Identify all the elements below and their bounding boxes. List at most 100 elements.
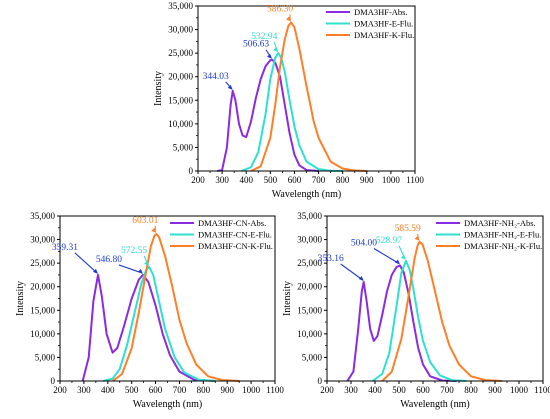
x-tick-label: 300	[344, 385, 358, 395]
series-line-2	[241, 52, 343, 172]
y-axis-title: Intensity	[153, 71, 164, 106]
legend-label: DMA3HF-Abs.	[354, 7, 408, 17]
peak-label: 603.01	[132, 216, 158, 226]
x-tick-label: 1000	[510, 385, 529, 395]
annotation-arrowhead	[358, 276, 364, 281]
y-axis-title: Intensity	[282, 281, 293, 316]
y-tick-label: 20,000	[30, 282, 55, 292]
x-tick-label: 600	[149, 385, 163, 395]
y-axis-title: Intensity	[15, 281, 26, 316]
x-tick-label: 500	[264, 175, 278, 185]
x-tick-label: 500	[125, 385, 139, 395]
annotation-arrowhead	[400, 254, 406, 260]
annotation-arrowhead	[92, 268, 98, 274]
chart-panel-2: 200 300 400 500 600 700 800 900 1000 1100 0 5,000 10…	[15, 211, 284, 410]
annotation-arrow	[340, 263, 364, 281]
x-tick-label: 700	[440, 385, 454, 395]
peak-label: 546.80	[96, 255, 122, 265]
x-tick-label: 1000	[242, 385, 261, 395]
y-tick-label: 20,000	[168, 72, 193, 82]
y-tick-label: 5,000	[302, 352, 323, 362]
x-axis-title: Wavelength (nm)	[400, 399, 469, 410]
x-tick-label: 500	[392, 385, 406, 395]
x-tick-label: 900	[488, 385, 502, 395]
legend-label: DMA3HF-E-Flu.	[354, 19, 413, 29]
annotation-arrow	[118, 264, 143, 274]
x-tick-label: 800	[464, 385, 478, 395]
chart-panel-3: 200 300 400 500 600 700 800 900 1000 1100 0 5,000 10…	[282, 211, 550, 410]
y-tick-label: 25,000	[30, 258, 55, 268]
series-line-1	[346, 264, 457, 382]
y-tick-label: 15,000	[30, 305, 55, 315]
y-tick-label: 35,000	[168, 1, 193, 11]
x-tick-label: 1000	[382, 175, 401, 185]
y-tick-label: 25,000	[297, 258, 322, 268]
x-tick-label: 700	[173, 385, 187, 395]
y-tick-label: 15,000	[297, 305, 322, 315]
y-tick-label: 10,000	[297, 329, 322, 339]
x-tick-label: 800	[197, 385, 211, 395]
y-tick-label: 5,000	[173, 142, 194, 152]
y-tick-label: 10,000	[30, 329, 55, 339]
peak-label: 585.59	[395, 224, 421, 234]
x-tick-label: 800	[336, 175, 350, 185]
annotation-arrow	[74, 252, 98, 274]
peak-label: 359.31	[52, 243, 78, 253]
y-tick-label: 0	[189, 166, 194, 176]
series-line-3	[381, 240, 503, 382]
y-tick-label: 0	[318, 376, 323, 386]
x-tick-label: 300	[215, 175, 229, 185]
x-tick-label: 600	[288, 175, 302, 185]
annotation-arrowhead	[414, 235, 420, 241]
x-tick-label: 900	[220, 385, 234, 395]
series-line-2	[372, 259, 467, 382]
legend-label: DMA3HF-CN-Abs.	[198, 218, 266, 228]
peak-label: 532.94	[251, 32, 277, 42]
y-tick-label: 20,000	[297, 282, 322, 292]
legend-label: DMA3HF-K-Flu.	[354, 30, 414, 40]
y-tick-label: 0	[51, 376, 56, 386]
x-tick-label: 200	[191, 175, 205, 185]
y-tick-label: 15,000	[168, 95, 193, 105]
annotation-arrowhead	[227, 84, 233, 90]
peak-label: 528.97	[376, 236, 402, 246]
series-line-3	[112, 232, 240, 382]
peak-label: 353.16	[318, 254, 344, 264]
legend-label: DMA3HF-NH₂-K-Flu.	[464, 241, 542, 251]
y-tick-label: 35,000	[30, 211, 55, 221]
x-tick-label: 1100	[406, 175, 424, 185]
legend-label: DMA3HF-NH₂-Abs.	[464, 218, 536, 228]
peak-label: 572.55	[121, 246, 147, 256]
annotation-arrowhead	[144, 260, 150, 266]
annotation-arrowhead	[394, 259, 400, 265]
x-tick-label: 300	[77, 385, 91, 395]
series-line-1	[217, 58, 319, 172]
y-tick-label: 35,000	[297, 211, 322, 221]
legend-label: DMA3HF-CN-K-Flu.	[198, 241, 273, 251]
annotation-arrowhead	[273, 47, 279, 53]
x-axis-title: Wavelength (nm)	[272, 189, 341, 200]
chart-panel-1: 200 300 400 500 600 700 800 900 1000 1100 0 5,000 10…	[153, 1, 424, 200]
x-tick-label: 400	[368, 385, 382, 395]
series-line-3	[250, 21, 367, 172]
x-tick-label: 1100	[266, 385, 284, 395]
x-axis-title: Wavelength (nm)	[133, 399, 202, 410]
peak-label: 506.63	[243, 40, 269, 50]
peak-label: 504.00	[351, 239, 377, 249]
annotation-arrowhead	[286, 16, 292, 22]
series-line-2	[102, 265, 216, 382]
annotation-arrowhead	[137, 268, 143, 274]
series-line-1	[81, 273, 216, 382]
annotation-arrow	[373, 248, 400, 264]
x-tick-label: 900	[360, 175, 374, 185]
y-tick-label: 30,000	[168, 25, 193, 35]
peak-label: 586.30	[267, 5, 293, 15]
y-tick-label: 10,000	[168, 119, 193, 129]
legend-label: DMA3HF-NH₂-E-Flu.	[464, 230, 541, 240]
x-tick-label: 700	[312, 175, 326, 185]
y-tick-label: 25,000	[168, 48, 193, 58]
x-tick-label: 200	[320, 385, 334, 395]
x-tick-label: 1100	[534, 385, 550, 395]
x-tick-label: 400	[101, 385, 115, 395]
